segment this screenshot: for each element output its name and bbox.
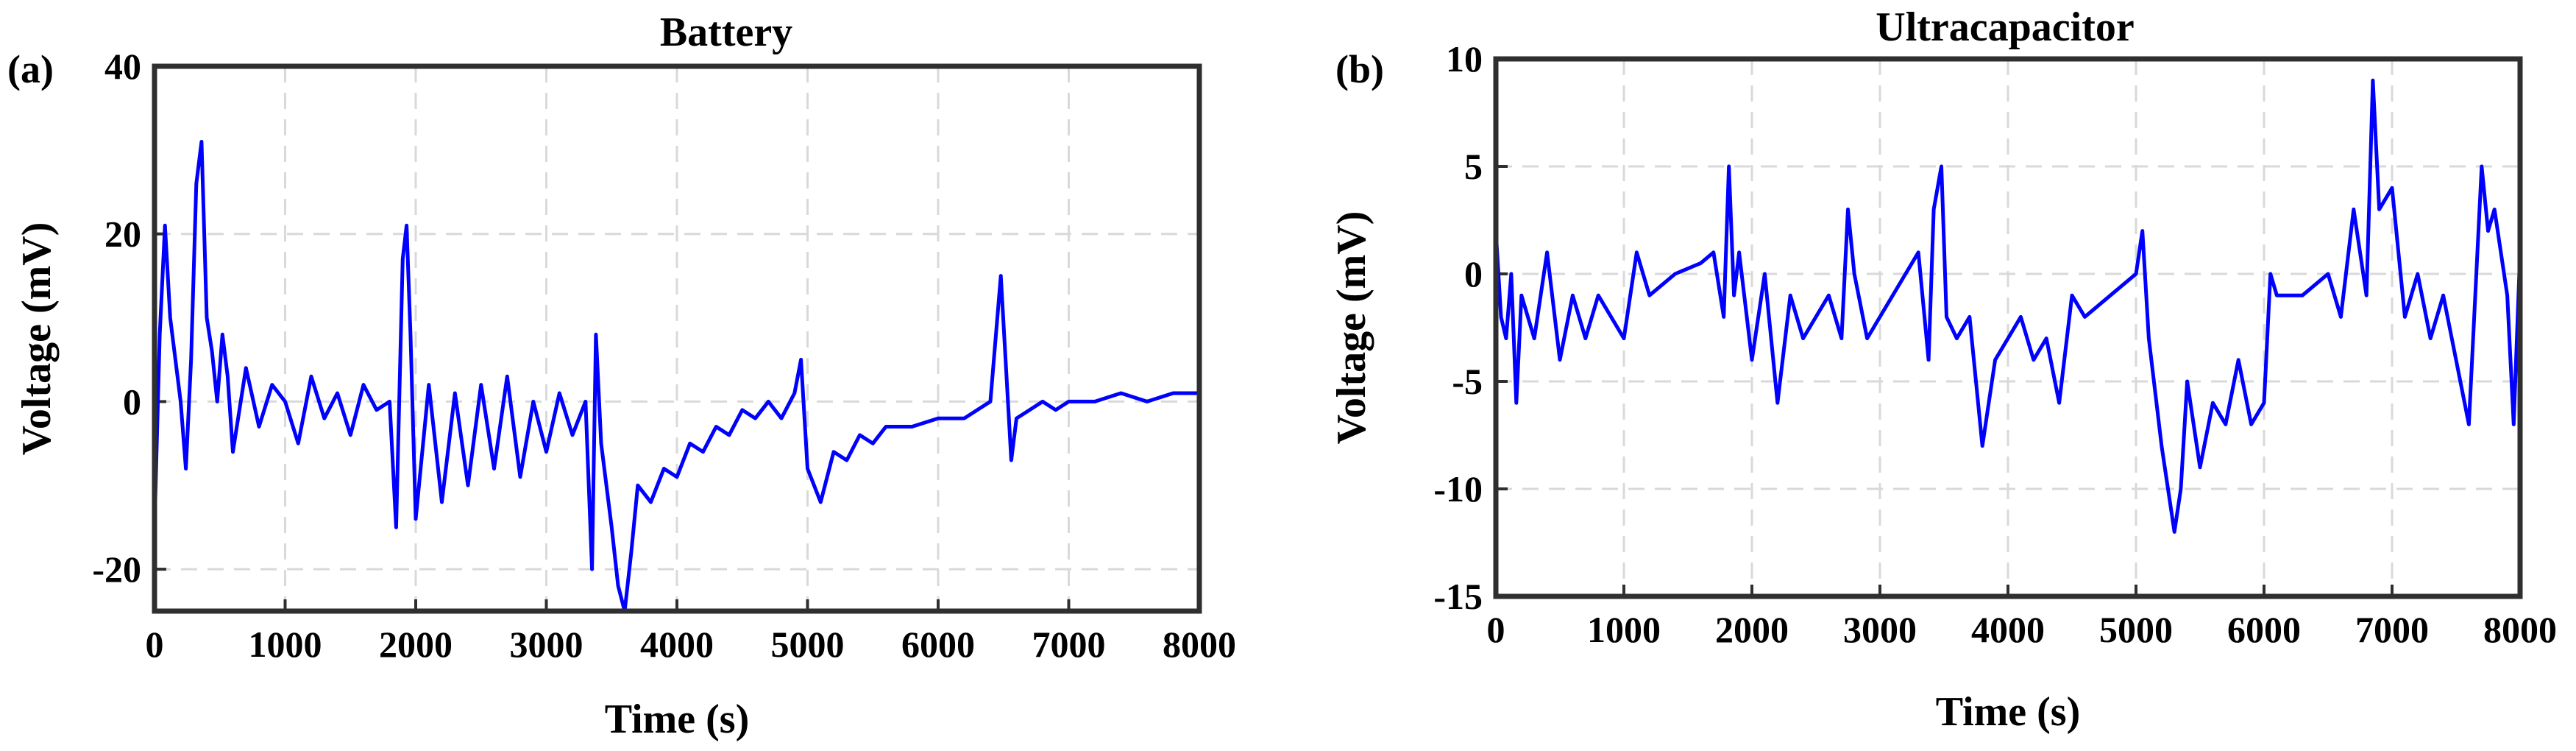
axes-frame-ultracapacitor xyxy=(1493,56,2523,599)
y-tick-label: -20 xyxy=(92,549,141,590)
y-tick-label: -10 xyxy=(1433,468,1483,510)
x-tick-label: 6000 xyxy=(2227,609,2301,650)
x-tick-label: 1000 xyxy=(1587,609,1661,650)
y-tick-label: 0 xyxy=(1464,253,1483,295)
axes-frame-battery xyxy=(152,63,1202,614)
x-tick-label: 2000 xyxy=(379,624,453,665)
x-tick-label: 4000 xyxy=(1971,609,2045,650)
series-battery xyxy=(155,140,1199,611)
y-axis-label-ultracapacitor: Voltage (mV) xyxy=(1329,211,1374,445)
x-axis-label-ultracapacitor: Time (s) xyxy=(1936,689,2081,735)
y-axis-label-battery: Voltage (mV) xyxy=(14,222,60,456)
x-tick-label: 8000 xyxy=(2483,609,2557,650)
battery-chart: (a) Battery 0 1000 2000 3000 4000 5000 6000 700… xyxy=(7,10,1236,742)
y-tick-labels-ultracapacitor: -15 -10 -5 0 5 10 xyxy=(1433,38,1483,617)
series-ultracapacitor xyxy=(1496,78,2520,534)
x-tick-label: 7000 xyxy=(1032,624,1106,665)
y-tick-label: 5 xyxy=(1464,146,1483,187)
y-tick-label: 20 xyxy=(104,214,141,255)
x-tick-label: 5000 xyxy=(2099,609,2173,650)
y-tick-label: -5 xyxy=(1452,361,1483,402)
y-tick-labels-battery: -20 0 20 40 xyxy=(92,46,141,590)
y-tick-label: 40 xyxy=(104,46,141,87)
series-line-ultracapacitor xyxy=(1496,78,2520,534)
x-tick-label: 5000 xyxy=(771,624,845,665)
x-tick-label: 3000 xyxy=(510,624,583,665)
x-axis-label-battery: Time (s) xyxy=(605,697,750,742)
x-tick-label: 1000 xyxy=(249,624,322,665)
x-tick-label: 8000 xyxy=(1163,624,1236,665)
panel-label-a: (a) xyxy=(7,47,54,91)
x-tick-label: 7000 xyxy=(2355,609,2429,650)
ultracapacitor-chart: (b) Ultracapacitor 0 1000 2000 3000 4000 5000… xyxy=(1329,4,2557,735)
y-tick-label: 0 xyxy=(123,381,141,422)
y-tick-label: -15 xyxy=(1433,576,1483,617)
x-tick-label: 4000 xyxy=(640,624,714,665)
panel-label-b: (b) xyxy=(1335,47,1384,91)
chart-title-ultracapacitor: Ultracapacitor xyxy=(1876,4,2134,50)
x-tick-label: 2000 xyxy=(1715,609,1789,650)
y-tick-label: 10 xyxy=(1446,38,1483,80)
grid-ultracapacitor xyxy=(1494,57,2522,598)
series-line-battery xyxy=(155,140,1199,611)
x-tick-label: 0 xyxy=(146,624,164,665)
x-tick-labels-ultracapacitor: 0 1000 2000 3000 4000 5000 6000 7000 8000 xyxy=(1487,609,2558,650)
chart-title-battery: Battery xyxy=(660,10,792,55)
x-tick-label: 6000 xyxy=(901,624,975,665)
x-tick-label: 3000 xyxy=(1843,609,1917,650)
x-tick-label: 0 xyxy=(1487,609,1505,650)
x-tick-labels-battery: 0 1000 2000 3000 4000 5000 6000 7000 8000 xyxy=(146,624,1237,665)
